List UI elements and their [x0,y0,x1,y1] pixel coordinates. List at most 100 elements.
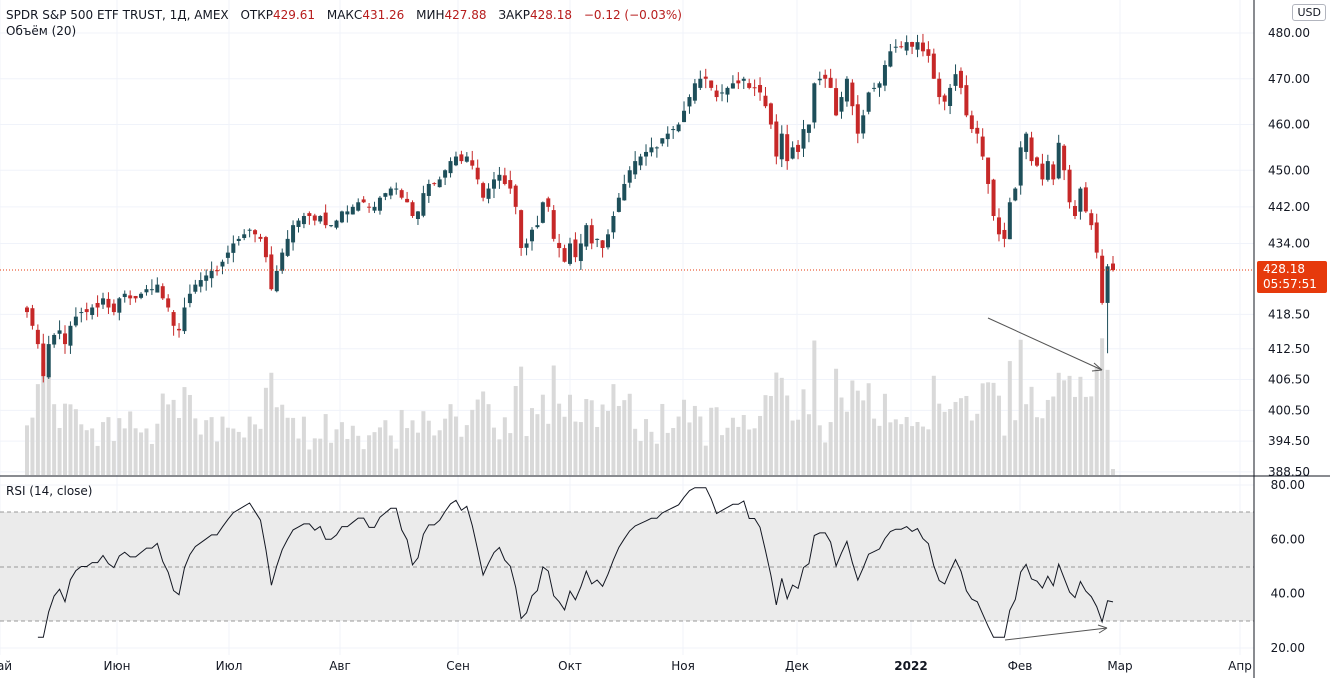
volume-bar [958,398,963,475]
volume-bar [1089,396,1094,475]
volume-bar [1034,417,1039,475]
volume-bar [421,411,426,475]
candle-down [589,225,594,244]
arrowhead-rsi [1097,624,1108,634]
candle-up [692,83,697,101]
candle-down [323,212,328,226]
trend-arrow-price[interactable] [987,317,1103,371]
volume-bar [491,427,496,475]
candle-up [334,220,339,228]
volume-bar [155,423,160,475]
price-tick-label: 480.00 [1268,26,1310,40]
volume-bar [616,405,621,475]
price-tick-label: 400.50 [1268,403,1310,417]
volume-bar [383,420,388,475]
candle-down [796,144,801,152]
volume-bar [90,428,95,475]
volume-bar [991,382,996,475]
volume-bar [942,411,947,475]
arrowhead-price [1091,362,1103,372]
candle-down [703,76,708,79]
volume-bar [904,416,909,475]
candle-down [958,70,963,88]
time-tick-label: Фев [1008,659,1033,673]
volume-bar [57,427,62,475]
candle-up [204,275,209,281]
volume-bar [557,403,562,475]
candle-up [698,78,703,88]
volume-bar [714,407,719,475]
time-tick-label: Июн [104,659,131,673]
time-tick-label: Мар [1107,659,1132,673]
volume-bar [296,438,301,475]
volume-bar [204,420,209,475]
candle-down [551,210,556,239]
candle-down [557,242,562,249]
volume-bar [475,399,480,475]
candle-up [383,193,388,197]
currency-button[interactable]: USD [1292,4,1326,21]
candle-down [399,190,404,198]
candle-down [1083,187,1088,212]
candle-down [546,198,551,207]
volume-bar [964,395,969,475]
candle-up [915,42,920,50]
volume-bar [291,417,296,475]
volume-bar [676,416,681,475]
candle-up [182,307,187,332]
candle-down [432,183,437,185]
candle-down [991,179,996,216]
candle-down [980,136,985,157]
candle-down [177,328,182,331]
volume-bar [660,403,665,475]
volume-bar [752,428,757,475]
volume-bar [405,428,410,475]
volume-bar [600,404,605,475]
candle-up [453,156,458,166]
candle-up [948,87,953,107]
volume-bar [763,395,768,475]
candle-down [1029,137,1034,162]
candle-down [470,160,475,166]
candle-up [616,197,621,212]
volume-bar [589,400,594,475]
candle-up [57,330,62,334]
volume-bar [285,417,290,475]
volume-legend[interactable]: Объём (20) [6,24,77,38]
candle-up [68,325,73,346]
volume-bar [801,389,806,475]
open-label: ОТКР [240,8,274,22]
last-price-value: 428.18 [1263,262,1305,276]
low-label: МИН [416,8,445,22]
candle-up [464,156,469,162]
candle-down [258,236,263,239]
candle-down [1002,229,1007,239]
volume-bar [361,449,366,475]
candle-up [236,238,241,241]
candle-down [942,95,947,102]
last-price-label: 428.18 05:57:51 [1257,261,1327,293]
candle-down [1072,205,1077,216]
symbol-title[interactable]: SPDR S&P 500 ETF TRUST, 1Д, AMEX [6,8,229,22]
volume-bar [850,380,855,475]
candle-up [491,179,496,189]
volume-bar [736,426,741,475]
trend-arrow-rsi[interactable] [1004,627,1108,641]
candle-up [394,188,399,190]
rsi-legend[interactable]: RSI (14, close) [6,484,93,498]
price-tick-label: 412.50 [1268,342,1310,356]
volume-bar [926,429,931,475]
candle-down [1111,263,1115,271]
candle-up [665,133,670,140]
candle-down [785,134,790,162]
candle-up [893,46,898,48]
volume-bar [193,418,198,475]
volume-bar [149,443,154,475]
volume-bar [562,416,567,475]
candle-down [986,157,991,184]
candle-up [497,174,502,181]
volume-bar [692,405,697,475]
candle-up [448,161,453,174]
volume-bar [682,399,687,475]
